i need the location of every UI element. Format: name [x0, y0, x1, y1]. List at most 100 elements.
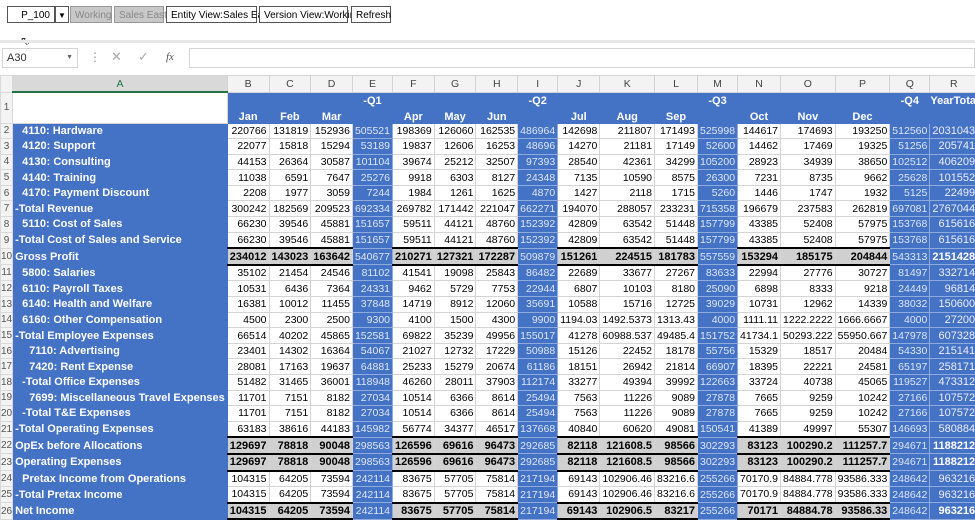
month-value-cell[interactable]: 15126	[558, 343, 600, 359]
month-value-cell[interactable]: 31465	[269, 375, 311, 391]
month-value-cell[interactable]: 104315	[227, 487, 269, 503]
cancel-icon[interactable]: ✕	[111, 48, 122, 66]
month-value-cell[interactable]: 30587	[311, 154, 353, 170]
month-value-cell[interactable]: 11226	[600, 390, 655, 406]
quarter-value-cell[interactable]: 151752	[698, 328, 738, 344]
quarter-value-cell[interactable]: 715358	[698, 201, 738, 217]
month-value-cell[interactable]: 12732	[434, 343, 476, 359]
month-value-cell[interactable]: 39674	[393, 154, 435, 170]
month-value-cell[interactable]: 15279	[434, 359, 476, 375]
quarter-value-cell[interactable]: 50988	[518, 343, 558, 359]
quarter-value-cell[interactable]: 217194	[518, 471, 558, 487]
period-header[interactable]: Jul	[558, 92, 600, 123]
month-value-cell[interactable]: 60620	[600, 421, 655, 437]
quarter-value-cell[interactable]: 81497	[890, 265, 930, 281]
month-value-cell[interactable]: 69143	[558, 503, 600, 520]
month-value-cell[interactable]: 12725	[655, 297, 698, 313]
row-label[interactable]: 7420: Rent Expense	[13, 359, 228, 375]
month-value-cell[interactable]: 44183	[311, 421, 353, 437]
month-value-cell[interactable]: 104315	[227, 503, 269, 520]
month-value-cell[interactable]: 63542	[600, 232, 655, 248]
month-value-cell[interactable]: 198369	[393, 123, 435, 139]
month-value-cell[interactable]: 28011	[434, 375, 476, 391]
month-value-cell[interactable]: 69822	[393, 328, 435, 344]
month-value-cell[interactable]: 35102	[227, 265, 269, 281]
month-value-cell[interactable]: 45065	[835, 375, 890, 391]
month-value-cell[interactable]: 8333	[781, 281, 836, 297]
month-value-cell[interactable]: 32507	[476, 154, 518, 170]
period-header[interactable]: Jun	[476, 92, 518, 123]
month-value-cell[interactable]: 27267	[655, 265, 698, 281]
quarter-value-cell[interactable]: 27166	[890, 406, 930, 422]
month-value-cell[interactable]: 60988.537	[600, 328, 655, 344]
month-value-cell[interactable]: 51448	[655, 232, 698, 248]
quarter-value-cell[interactable]: 27166	[890, 390, 930, 406]
quarter-value-cell[interactable]: 615616	[930, 232, 975, 248]
month-value-cell[interactable]: 98566	[655, 454, 698, 471]
row-number[interactable]: 19	[1, 390, 13, 406]
month-value-cell[interactable]: 12962	[781, 297, 836, 313]
row-label[interactable]: -Total Revenue	[13, 201, 228, 217]
month-value-cell[interactable]: 49956	[476, 328, 518, 344]
month-value-cell[interactable]: 6436	[269, 281, 311, 297]
month-value-cell[interactable]: 12606	[434, 139, 476, 155]
row-number[interactable]: 2	[1, 123, 13, 139]
row-label[interactable]: 7699: Miscellaneous Travel Expenses	[13, 390, 228, 406]
month-value-cell[interactable]: 57975	[835, 232, 890, 248]
month-value-cell[interactable]: 83216.6	[655, 471, 698, 487]
enter-icon[interactable]: ✓	[138, 48, 149, 66]
column-header-J[interactable]: J	[558, 76, 600, 93]
month-value-cell[interactable]: 84884.78	[781, 503, 836, 520]
month-value-cell[interactable]: 36001	[311, 375, 353, 391]
month-value-cell[interactable]: 34299	[655, 154, 698, 170]
month-value-cell[interactable]: 14270	[558, 139, 600, 155]
quarter-value-cell[interactable]: 24449	[890, 281, 930, 297]
month-value-cell[interactable]: 70171	[738, 503, 781, 520]
quarter-value-cell[interactable]: 96814	[930, 281, 975, 297]
month-value-cell[interactable]: 4500	[227, 312, 269, 328]
column-header-R[interactable]: R	[930, 76, 975, 93]
month-value-cell[interactable]: 17163	[269, 359, 311, 375]
month-value-cell[interactable]: 82118	[558, 454, 600, 471]
month-value-cell[interactable]: 18395	[738, 359, 781, 375]
month-value-cell[interactable]: 142698	[558, 123, 600, 139]
quarter-value-cell[interactable]: 107572	[930, 406, 975, 422]
quarter-value-cell[interactable]: 697081	[890, 201, 930, 217]
month-value-cell[interactable]: 6303	[434, 170, 476, 186]
month-value-cell[interactable]: 6898	[738, 281, 781, 297]
row-label[interactable]: -Total Office Expenses	[13, 375, 228, 391]
month-value-cell[interactable]: 25233	[393, 359, 435, 375]
month-value-cell[interactable]: 27776	[781, 265, 836, 281]
month-value-cell[interactable]: 185175	[781, 248, 836, 265]
month-value-cell[interactable]: 209523	[311, 201, 353, 217]
month-value-cell[interactable]: 8182	[311, 390, 353, 406]
month-value-cell[interactable]: 194070	[558, 201, 600, 217]
month-value-cell[interactable]: 50293.222	[781, 328, 836, 344]
quarter-value-cell[interactable]: 39029	[698, 297, 738, 313]
quarter-value-cell[interactable]: 9900	[518, 312, 558, 328]
month-value-cell[interactable]: 9662	[835, 170, 890, 186]
month-value-cell[interactable]: 41389	[738, 421, 781, 437]
month-value-cell[interactable]: 49081	[655, 421, 698, 437]
quarter-value-cell[interactable]: 2151428	[930, 248, 975, 265]
month-value-cell[interactable]: 1625	[476, 185, 518, 201]
row-number[interactable]: 6	[1, 185, 13, 201]
row-label[interactable]: Operating Expenses	[13, 454, 228, 471]
month-value-cell[interactable]: 18151	[558, 359, 600, 375]
row-number[interactable]: 7	[1, 201, 13, 217]
month-value-cell[interactable]: 25843	[476, 265, 518, 281]
month-value-cell[interactable]: 90048	[311, 437, 353, 454]
month-value-cell[interactable]: 171493	[655, 123, 698, 139]
month-value-cell[interactable]: 7151	[269, 406, 311, 422]
month-value-cell[interactable]: 75814	[476, 503, 518, 520]
quarter-value-cell[interactable]: 102512	[890, 154, 930, 170]
month-value-cell[interactable]: 28540	[558, 154, 600, 170]
month-value-cell[interactable]: 8912	[434, 297, 476, 313]
row-number[interactable]: 9	[1, 232, 13, 248]
month-value-cell[interactable]: 19837	[393, 139, 435, 155]
month-value-cell[interactable]: 21027	[393, 343, 435, 359]
quarter-value-cell[interactable]: 122663	[698, 375, 738, 391]
month-value-cell[interactable]: 22221	[781, 359, 836, 375]
month-value-cell[interactable]: 8614	[476, 406, 518, 422]
month-value-cell[interactable]: 42361	[600, 154, 655, 170]
